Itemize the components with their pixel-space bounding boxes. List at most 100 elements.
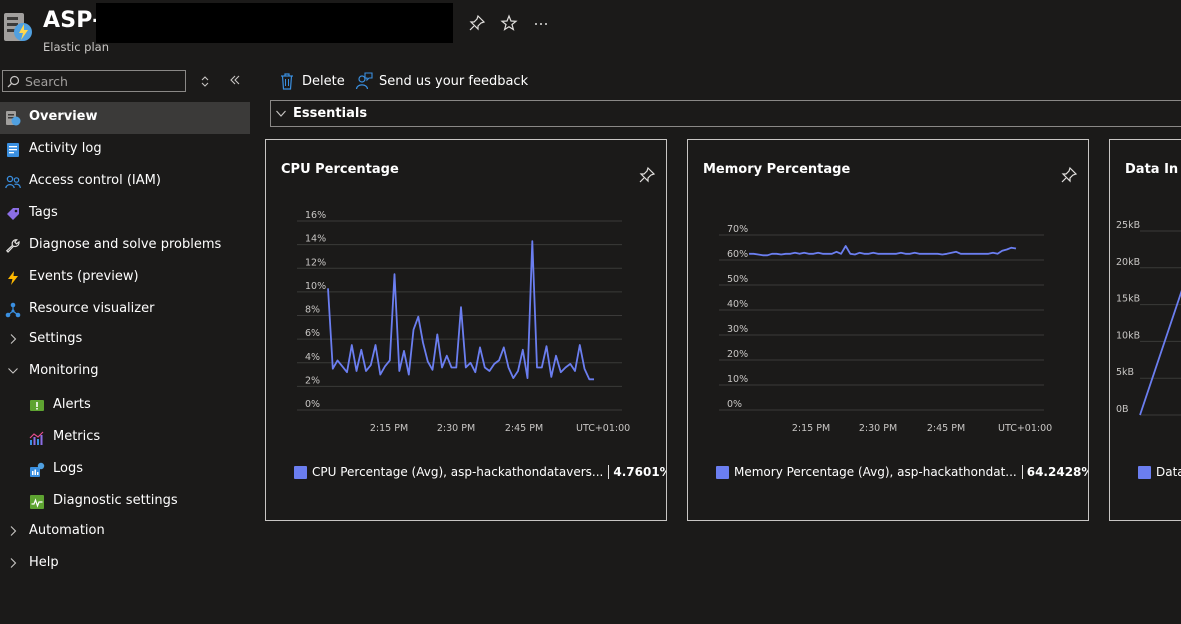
lightning-icon <box>8 271 18 285</box>
wrench-icon <box>5 239 20 253</box>
y-tick-label: 6% <box>305 328 320 339</box>
legend-series-name: CPU Percentage (Avg), asp-hackathondatav… <box>312 465 604 479</box>
app-service-plan-icon <box>6 111 21 126</box>
sidebar-item-access-control[interactable]: Access control (IAM) <box>0 166 250 198</box>
y-tick-label: 2% <box>305 375 320 386</box>
y-tick-label: 12% <box>305 257 326 268</box>
sidebar-item-label: Automation <box>29 523 105 538</box>
y-tick-label: 10% <box>727 374 748 385</box>
chevron-right-icon <box>10 334 17 344</box>
series-line <box>749 245 1017 257</box>
more-options-icon[interactable] <box>532 14 550 32</box>
star-icon[interactable] <box>500 14 518 32</box>
sidebar-item-resource-visualizer[interactable]: Resource visualizer <box>0 294 250 326</box>
alert-icon <box>30 400 44 411</box>
feedback-button[interactable]: Send us your feedback <box>379 74 529 89</box>
sidebar-item-label: Settings <box>29 331 83 346</box>
y-tick-label: 0% <box>305 399 320 410</box>
data-in-card[interactable]: Data In 25kB 20kB 15kB 10kB 5kB 0B Data <box>1109 139 1181 521</box>
timezone-label: UTC+01:00 <box>576 423 630 434</box>
cpu-chart: 16% 14% 12% 10% 8% 6% 4% 2% 0% 2:15 PM 2:30 PM 2:45… <box>297 210 630 434</box>
search-box[interactable] <box>2 70 186 92</box>
y-tick-label: 25kB <box>1116 220 1140 231</box>
sidebar-group-monitoring[interactable]: Monitoring <box>0 356 250 388</box>
legend-swatch <box>1138 465 1151 479</box>
chevron-right-icon <box>10 526 17 536</box>
data-in-chart: 25kB 20kB 15kB 10kB 5kB 0B <box>1116 220 1181 416</box>
card-title: Memory Percentage <box>703 162 851 177</box>
sidebar-item-label: Resource visualizer <box>29 301 155 316</box>
expand-collapse-icon[interactable] <box>198 74 212 88</box>
pin-icon[interactable] <box>638 166 656 184</box>
legend-series-name: Memory Percentage (Avg), asp-hackathonda… <box>734 465 1017 479</box>
sidebar-item-label: Tags <box>29 205 58 220</box>
y-tick-label: 0% <box>727 399 742 410</box>
pin-icon[interactable] <box>1060 166 1078 184</box>
sidebar-item-activity-log[interactable]: Activity log <box>0 134 250 166</box>
y-tick-label: 8% <box>305 305 320 316</box>
search-icon <box>7 75 20 88</box>
chart-legend: Data <box>1138 465 1181 479</box>
y-tick-label: 5kB <box>1116 367 1134 378</box>
trash-icon[interactable] <box>279 72 295 90</box>
sidebar-item-label: Diagnose and solve problems <box>29 237 222 252</box>
y-tick-label: 30% <box>727 324 748 335</box>
sidebar-group-automation[interactable]: Automation <box>0 516 250 548</box>
pin-icon[interactable] <box>468 14 486 32</box>
timezone-label: UTC+01:00 <box>998 423 1052 434</box>
sidebar-item-overview[interactable]: Overview <box>0 102 250 134</box>
hierarchy-icon <box>5 302 21 318</box>
cpu-percentage-card[interactable]: CPU Percentage 16% 14% 12% 10% 8% 6% 4% 2% 0% 2:1… <box>265 139 667 521</box>
sidebar-item-label: Logs <box>53 461 83 476</box>
chevron-right-icon <box>10 558 17 568</box>
metrics-icon <box>29 431 44 445</box>
delete-button[interactable]: Delete <box>302 74 345 89</box>
y-tick-label: 10kB <box>1116 330 1140 341</box>
card-title: CPU Percentage <box>281 162 399 177</box>
sidebar-item-diagnose[interactable]: Diagnose and solve problems <box>0 230 250 262</box>
y-tick-label: 10% <box>305 281 326 292</box>
people-icon <box>5 175 21 189</box>
sidebar-item-label: Activity log <box>29 141 102 156</box>
y-tick-label: 60% <box>727 249 748 260</box>
sidebar-item-tags[interactable]: Tags <box>0 198 250 230</box>
sidebar-item-events[interactable]: Events (preview) <box>0 262 250 294</box>
legend-series-name: Data <box>1156 465 1181 479</box>
activity-log-icon <box>7 143 19 157</box>
y-tick-label: 4% <box>305 352 320 363</box>
sidebar-item-metrics[interactable]: Metrics <box>0 422 250 454</box>
y-tick-label: 40% <box>727 299 748 310</box>
x-tick-label: 2:30 PM <box>859 423 897 434</box>
sidebar-group-settings[interactable]: Settings <box>0 324 250 356</box>
y-tick-label: 0B <box>1116 404 1129 415</box>
x-tick-label: 2:45 PM <box>927 423 965 434</box>
search-input[interactable] <box>25 73 175 89</box>
essentials-label: Essentials <box>293 106 368 121</box>
essentials-toggle[interactable]: Essentials <box>270 100 1181 127</box>
y-tick-label: 14% <box>305 234 326 245</box>
series-line <box>327 240 594 381</box>
chevron-down-icon <box>276 110 286 117</box>
x-tick-label: 2:15 PM <box>792 423 830 434</box>
y-tick-label: 16% <box>305 210 326 221</box>
card-title: Data In <box>1125 162 1179 177</box>
sidebar-item-logs[interactable]: Logs <box>0 454 250 486</box>
sidebar-item-alerts[interactable]: Alerts <box>0 390 250 422</box>
legend-swatch <box>294 465 307 479</box>
tag-icon <box>7 208 19 220</box>
chart-legend: CPU Percentage (Avg), asp-hackathondatav… <box>294 465 666 479</box>
sidebar-item-label: Alerts <box>53 397 91 412</box>
sidebar-group-help[interactable]: Help <box>0 548 250 580</box>
y-tick-label: 70% <box>727 224 748 235</box>
sidebar-item-label: Metrics <box>53 429 101 444</box>
y-tick-label: 20% <box>727 349 748 360</box>
chart-legend: Memory Percentage (Avg), asp-hackathonda… <box>716 465 1088 479</box>
sidebar-item-label: Overview <box>29 109 98 124</box>
memory-percentage-card[interactable]: Memory Percentage 70% 60% 50% 40% 30% 20% 10% 0… <box>687 139 1089 521</box>
feedback-icon[interactable] <box>355 72 373 90</box>
series-line <box>1139 290 1181 416</box>
logs-icon <box>30 462 45 477</box>
sidebar-item-label: Events (preview) <box>29 269 139 284</box>
sidebar-item-diagnostic-settings[interactable]: Diagnostic settings <box>0 486 250 518</box>
collapse-sidebar-icon[interactable] <box>227 72 243 88</box>
